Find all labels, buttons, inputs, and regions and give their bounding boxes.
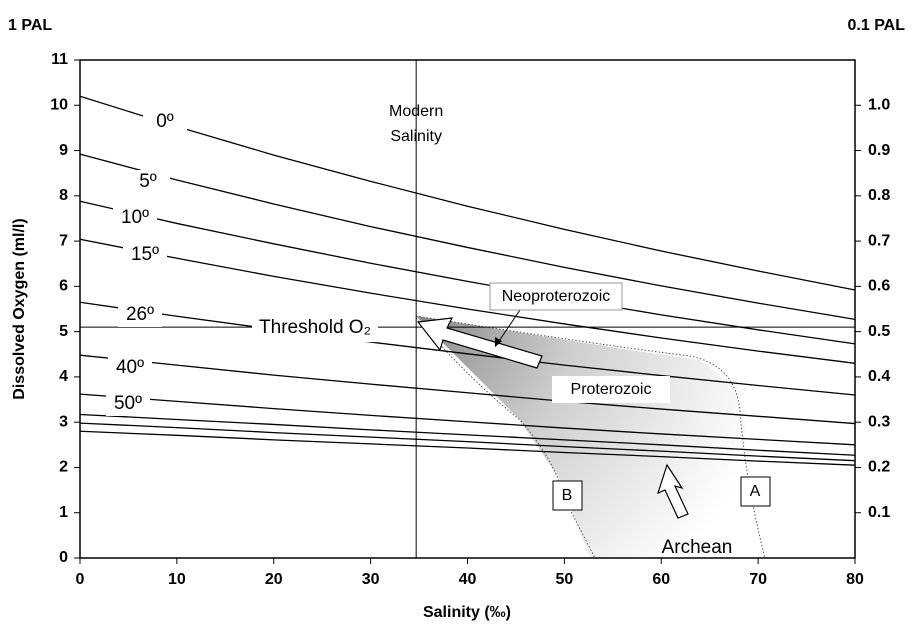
series-line: [79, 95, 856, 291]
archean-arrow: [657, 463, 689, 519]
series-line: [79, 430, 856, 466]
y-top-label: 1 PAL: [8, 17, 52, 34]
x-tick-label: 10: [168, 571, 186, 588]
annotation: B: [562, 487, 573, 504]
series-label: 10º: [121, 207, 149, 228]
label-bg: [106, 392, 150, 416]
series-label: 26º: [126, 304, 154, 325]
series-line: [79, 354, 856, 425]
y-tick-label: 5: [59, 323, 68, 340]
y2-tick-label: 0.6: [868, 278, 890, 295]
vline-label: Modern: [389, 103, 443, 120]
y-tick-label: 9: [59, 142, 68, 159]
x-axis-title: Salinity (‰): [423, 604, 511, 621]
annotation-box: [552, 376, 670, 403]
annotation-box: [740, 476, 771, 507]
series-line: [79, 238, 856, 364]
x-tick-label: 60: [652, 571, 670, 588]
series-label: 40º: [116, 357, 144, 378]
x-tick-label: 70: [749, 571, 767, 588]
annotation: Archean: [662, 537, 733, 558]
y2-tick-label: 0.8: [868, 187, 890, 204]
series-label: 15º: [131, 244, 159, 265]
proterozoic-region: [416, 316, 770, 558]
series-line: [79, 200, 856, 345]
y-tick-label: 8: [59, 187, 68, 204]
annotation-box: [552, 480, 583, 511]
y2-top-label: 0.1 PAL: [848, 17, 906, 34]
y-tick-label: 2: [59, 459, 68, 476]
label-bg: [118, 303, 162, 327]
x-tick-label: 30: [362, 571, 380, 588]
y-tick-label: 3: [59, 413, 68, 430]
hline-label: Threshold O₂: [259, 317, 371, 338]
series-line: [79, 422, 856, 462]
series-line: [79, 153, 856, 321]
x-tick-label: 40: [459, 571, 477, 588]
annotation: Proterozoic: [571, 381, 652, 398]
x-tick-label: 50: [555, 571, 573, 588]
pointer: [496, 309, 521, 345]
label-bg: [123, 243, 167, 267]
y-tick-label: 1: [59, 504, 68, 521]
y2-tick-label: 0.1: [868, 504, 890, 521]
neoproterozoic-arrow: [416, 317, 543, 369]
y-tick-label: 11: [51, 51, 68, 68]
y2-tick-label: 0.3: [868, 413, 890, 430]
annotation-box: [489, 282, 623, 311]
y-tick-label: 0: [59, 549, 68, 566]
series-label: 50º: [114, 393, 142, 414]
y-tick-label: 7: [59, 232, 68, 249]
y-tick-label: 4: [59, 368, 68, 385]
x-tick-label: 0: [76, 571, 85, 588]
annotation: A: [750, 483, 761, 500]
y2-tick-label: 0.5: [868, 323, 890, 340]
x-tick-label: 20: [265, 571, 283, 588]
label-bg: [108, 356, 152, 380]
y2-tick-label: 0.9: [868, 142, 890, 159]
series-line: [79, 413, 856, 456]
annotation: Neoproterozoic: [502, 288, 611, 305]
y2-tick-label: 0.4: [868, 368, 890, 385]
y-axis-title: Dissolved Oxygen (ml/l): [11, 218, 28, 399]
y-tick-label: 10: [50, 96, 68, 113]
label-bg: [113, 206, 157, 230]
label-bg: [252, 314, 378, 343]
y2-tick-label: 1.0: [868, 96, 890, 113]
pointer-head: [495, 337, 502, 347]
series-line: [79, 301, 856, 396]
y-tick-label: 6: [59, 278, 68, 295]
series-line: [79, 393, 856, 446]
y2-tick-label: 0.2: [868, 459, 890, 476]
label-bg: [143, 110, 187, 134]
label-bg: [126, 170, 170, 194]
y2-tick-label: 0.7: [868, 232, 890, 249]
series-label: 5º: [139, 171, 157, 192]
x-tick-label: 80: [846, 571, 864, 588]
series-label: 0º: [156, 111, 174, 132]
vline-label: Salinity: [390, 128, 442, 145]
